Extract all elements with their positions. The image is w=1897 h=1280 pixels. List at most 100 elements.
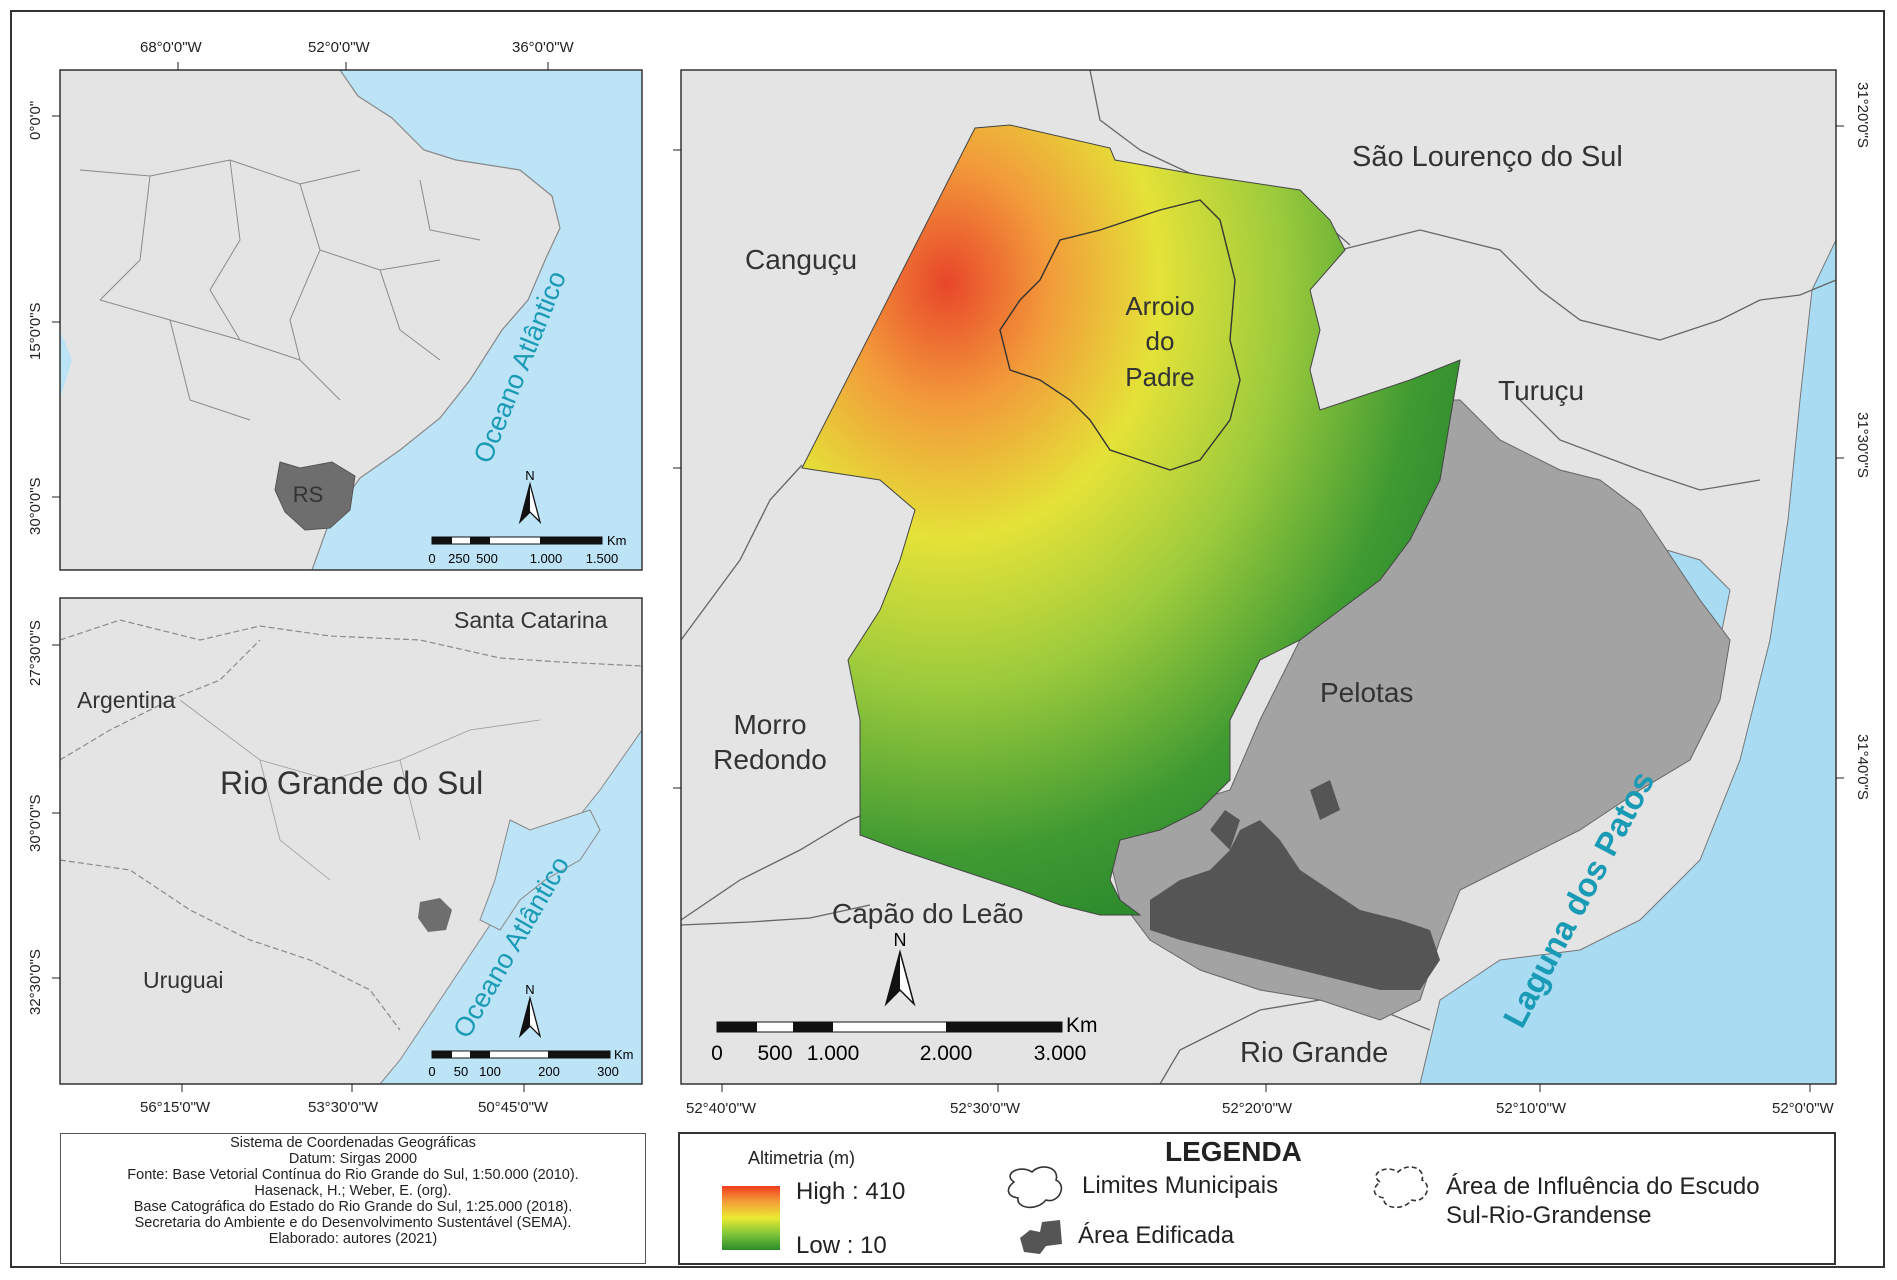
svg-text:50: 50 [454, 1064, 468, 1079]
north-arrow-top: N [518, 468, 542, 525]
country-borders [60, 619, 642, 1031]
svg-text:Morro: Morro [733, 709, 806, 740]
note-line: Sistema de Coordenadas Geográficas [230, 1135, 476, 1151]
note-line: Base Catográfica do Estado do Rio Grande… [133, 1199, 573, 1215]
altimetry-relief [801, 124, 1461, 916]
edificada-icon [1020, 1220, 1062, 1254]
svg-text:Capão do Leão: Capão do Leão [832, 898, 1024, 929]
legend-edificada: Área Edificada [1078, 1222, 1235, 1249]
scale-bar-top [431, 536, 603, 545]
scale-labels-main: 0 500 1.000 2.000 3.000 [711, 1042, 1086, 1065]
svg-text:100: 100 [479, 1064, 501, 1079]
svg-text:31°20'0"S: 31°20'0"S [1854, 82, 1871, 148]
svg-text:36°0'0"W: 36°0'0"W [512, 39, 575, 56]
svg-text:50°45'0"W: 50°45'0"W [478, 1099, 549, 1116]
legend-altimetria: Altimetria (m) [748, 1148, 855, 1168]
legend-area-influencia: Área de Influência do Escudo Sul-Rio-Gra… [1446, 1173, 1760, 1229]
rs-label: RS [293, 482, 324, 507]
svg-text:500: 500 [757, 1042, 792, 1065]
north-arrow-bottom: N [518, 982, 542, 1039]
rs-state-shape [274, 461, 356, 531]
main-map: São Lourenço do Sul Canguçu Arroio do Pa… [681, 70, 1836, 1084]
svg-text:1.500: 1.500 [586, 551, 619, 566]
svg-text:31°30'0"S: 31°30'0"S [1854, 412, 1871, 478]
svg-text:Rio Grande: Rio Grande [1240, 1037, 1388, 1069]
svg-text:0: 0 [428, 551, 435, 566]
svg-text:Uruguai: Uruguai [143, 967, 224, 993]
svg-text:Rio Grande do Sul: Rio Grande do Sul [220, 765, 483, 801]
scale-bar-bottom [431, 1050, 611, 1059]
svg-text:Km: Km [614, 1047, 634, 1062]
svg-text:250: 250 [448, 551, 470, 566]
map-frame [10, 10, 1885, 1268]
svg-text:0: 0 [711, 1042, 723, 1065]
svg-text:27°30'0"S: 27°30'0"S [27, 620, 44, 686]
note-line: Secretaria do Ambiente e do Desenvolvime… [134, 1215, 572, 1231]
svg-text:3.000: 3.000 [1034, 1042, 1087, 1065]
svg-text:0: 0 [428, 1064, 435, 1079]
svg-text:Santa Catarina: Santa Catarina [454, 607, 608, 633]
scale-labels-top: 0 250 500 1.000 1.500 [428, 551, 618, 566]
urban-area [1150, 820, 1440, 990]
arroio-do-padre-boundary [999, 199, 1241, 471]
svg-text:Pelotas: Pelotas [1320, 677, 1413, 708]
svg-text:15°0'0"S: 15°0'0"S [27, 302, 44, 360]
svg-text:52°0'0"W: 52°0'0"W [308, 39, 371, 56]
svg-text:53°30'0"W: 53°30'0"W [308, 1099, 379, 1116]
note-line: Elaborado: autores (2021) [268, 1231, 438, 1247]
lagoon-bottom-map [479, 809, 601, 931]
svg-text:Turuçu: Turuçu [1498, 375, 1584, 406]
svg-text:300: 300 [597, 1064, 619, 1079]
svg-text:56°15'0"W: 56°15'0"W [140, 1099, 211, 1116]
svg-text:2.000: 2.000 [920, 1042, 973, 1065]
svg-text:30°0'0"S: 30°0'0"S [27, 477, 44, 535]
legend-symbols [1007, 1166, 1429, 1254]
svg-text:30°0'0"S: 30°0'0"S [27, 794, 44, 852]
study-area-bottom [418, 898, 452, 932]
area-influencia-icon [1373, 1166, 1429, 1209]
svg-text:52°40'0"W: 52°40'0"W [686, 1100, 757, 1117]
legend: LEGENDA Altimetria (m) High : 410 Low : … [678, 1132, 1836, 1265]
ticks-bottom [52, 644, 525, 1092]
svg-text:Km: Km [607, 533, 627, 548]
svg-text:N: N [525, 982, 534, 997]
svg-text:N: N [525, 468, 534, 483]
map-notes: Sistema de Coordenadas Geográficas Datum… [60, 1133, 646, 1264]
legend-high: High : 410 [796, 1178, 906, 1205]
svg-text:Redondo: Redondo [713, 744, 827, 775]
limites-icon [1007, 1166, 1063, 1209]
scale-labels-bottom: 0 50 100 200 300 [428, 1064, 618, 1079]
laguna-dos-patos [1419, 239, 1836, 1084]
svg-text:31°40'0"S: 31°40'0"S [1854, 734, 1871, 800]
overview-map-brazil: RS Oceano Atlântico N Km 0 250 500 1.000… [60, 70, 642, 570]
rs-internal-lines [179, 699, 541, 881]
note-line: Datum: Sirgas 2000 [288, 1151, 418, 1167]
svg-text:São Lourenço do Sul: São Lourenço do Sul [1352, 141, 1623, 173]
svg-text:500: 500 [476, 551, 498, 566]
note-line: Hasenack, H.; Weber, E. (org). [254, 1183, 452, 1199]
coords-main-map: 52°40'0"W 52°30'0"W 52°20'0"W 52°10'0"W … [686, 82, 1871, 1117]
svg-text:200: 200 [538, 1064, 560, 1079]
north-arrow-main: N [884, 930, 916, 1007]
legend-low: Low : 10 [796, 1232, 887, 1259]
scale-bar-main [716, 1021, 1063, 1033]
svg-text:Canguçu: Canguçu [745, 244, 857, 275]
svg-text:52°10'0"W: 52°10'0"W [1496, 1100, 1567, 1117]
svg-text:0°0'0": 0°0'0" [27, 101, 44, 140]
overview-map-rs: Santa Catarina Argentina Rio Grande do S… [60, 598, 642, 1084]
coords-top-map: 68°0'0"W 52°0'0"W 36°0'0"W 0°0'0" 15°0'0… [27, 39, 575, 535]
note-line: Fonte: Base Vetorial Contínua do Rio Gra… [127, 1167, 579, 1183]
svg-text:Padre: Padre [1125, 362, 1194, 392]
svg-text:52°20'0"W: 52°20'0"W [1222, 1100, 1293, 1117]
ticks-top [52, 62, 549, 498]
coords-bottom-map: 56°15'0"W 53°30'0"W 50°45'0"W 27°30'0"S … [27, 620, 549, 1116]
legend-limites: Limites Municipais [1082, 1172, 1279, 1199]
svg-text:N: N [894, 930, 907, 950]
svg-text:52°0'0"W: 52°0'0"W [1772, 1100, 1835, 1117]
altimetry-gradient-swatch [722, 1186, 780, 1250]
state-borders [79, 159, 481, 421]
svg-text:32°30'0"S: 32°30'0"S [27, 949, 44, 1015]
svg-text:do: do [1146, 326, 1175, 356]
ticks-main [673, 125, 1844, 1092]
